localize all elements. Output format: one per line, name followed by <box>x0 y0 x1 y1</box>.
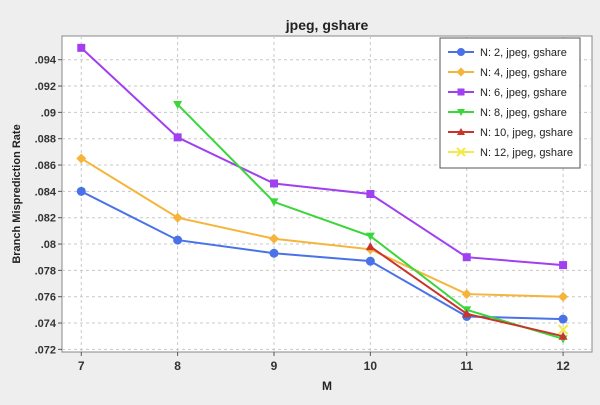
legend-label: N: 12, jpeg, gshare <box>480 147 573 159</box>
data-point-circle <box>269 248 279 258</box>
legend-label: N: 6, jpeg, gshare <box>480 87 567 99</box>
y-tick-label: .076 <box>35 292 56 304</box>
y-tick-label: .08 <box>41 239 56 251</box>
x-tick-label: 11 <box>460 359 473 373</box>
y-tick-label: .094 <box>35 55 57 67</box>
data-point-diamond <box>172 212 183 223</box>
data-point-diamond <box>558 291 569 302</box>
y-tick-label: .092 <box>35 81 56 93</box>
x-tick-label: 8 <box>174 359 181 373</box>
data-point-diamond <box>456 67 466 77</box>
data-point-circle <box>365 256 375 266</box>
y-axis-label: Branch Misprediction Rate <box>11 124 23 263</box>
data-point-triangle-down <box>365 232 375 241</box>
legend-item: N: 8, jpeg, gshare <box>448 107 567 119</box>
data-point-triangle-up <box>558 331 568 340</box>
data-point-circle <box>457 48 465 56</box>
y-tick-label: .084 <box>35 186 57 198</box>
chart-title: jpeg, gshare <box>285 17 369 33</box>
data-point-triangle-down <box>269 198 279 207</box>
data-point-x <box>557 324 569 335</box>
legend-item: N: 2, jpeg, gshare <box>448 47 567 59</box>
y-tick-label: .072 <box>35 344 56 356</box>
legend-label: N: 2, jpeg, gshare <box>480 47 567 59</box>
series-3 <box>77 43 568 270</box>
x-axis-label: M <box>322 379 332 393</box>
legend-item: N: 10, jpeg, gshare <box>448 127 573 139</box>
data-point-square <box>77 43 86 52</box>
data-point-triangle-up <box>457 128 465 135</box>
data-point-triangle-down <box>173 100 183 109</box>
series-line <box>80 47 564 267</box>
x-tick-label: 10 <box>364 359 378 373</box>
legend-label: N: 4, jpeg, gshare <box>480 67 567 79</box>
data-point-x <box>456 147 466 157</box>
data-point-x-stroke <box>456 147 466 157</box>
x-tick-label: 9 <box>271 359 278 373</box>
data-point-square <box>457 88 465 96</box>
series-line <box>80 157 564 298</box>
data-point-diamond <box>76 153 87 164</box>
y-tick-label: .088 <box>35 134 56 146</box>
legend: N: 2, jpeg, gshare N: 4, jpeg, gshare N: 6… <box>439 37 581 169</box>
series-layer <box>76 43 569 344</box>
data-point-x-stroke <box>557 324 569 335</box>
legend-box <box>439 37 581 169</box>
data-point-square <box>270 179 278 188</box>
data-point-square <box>173 133 182 142</box>
data-point-circle <box>558 314 568 324</box>
data-point-triangle-up <box>462 309 472 318</box>
series-5 <box>365 242 568 340</box>
data-point-circle <box>173 235 183 245</box>
x-tick-label: 12 <box>556 359 570 373</box>
data-point-triangle-down <box>457 109 465 116</box>
data-point-triangle-up <box>365 242 375 251</box>
data-point-diamond <box>269 233 279 244</box>
legend-item: N: 6, jpeg, gshare <box>448 87 567 99</box>
legend-label: N: 10, jpeg, gshare <box>480 127 573 139</box>
y-tick-label: .078 <box>35 265 56 277</box>
y-tick-label: .086 <box>35 160 56 172</box>
data-point-square <box>462 253 471 262</box>
y-tick-label: .074 <box>35 318 57 330</box>
data-point-circle <box>76 186 86 196</box>
series-6 <box>557 324 569 335</box>
legend-label: N: 8, jpeg, gshare <box>480 107 567 119</box>
y-tick-label: .09 <box>41 107 56 119</box>
data-point-square <box>559 261 568 270</box>
data-point-square <box>366 190 375 198</box>
legend-item: N: 4, jpeg, gshare <box>448 67 567 79</box>
y-tick-label: .082 <box>35 213 56 225</box>
axes: .072 .074 .076 .078 .08 .082 .084 .086 .088 .09 .0… <box>35 55 571 373</box>
x-tick-label: 7 <box>78 359 85 373</box>
data-point-diamond <box>461 289 472 300</box>
legend-item: N: 12, jpeg, gshare <box>448 147 573 159</box>
